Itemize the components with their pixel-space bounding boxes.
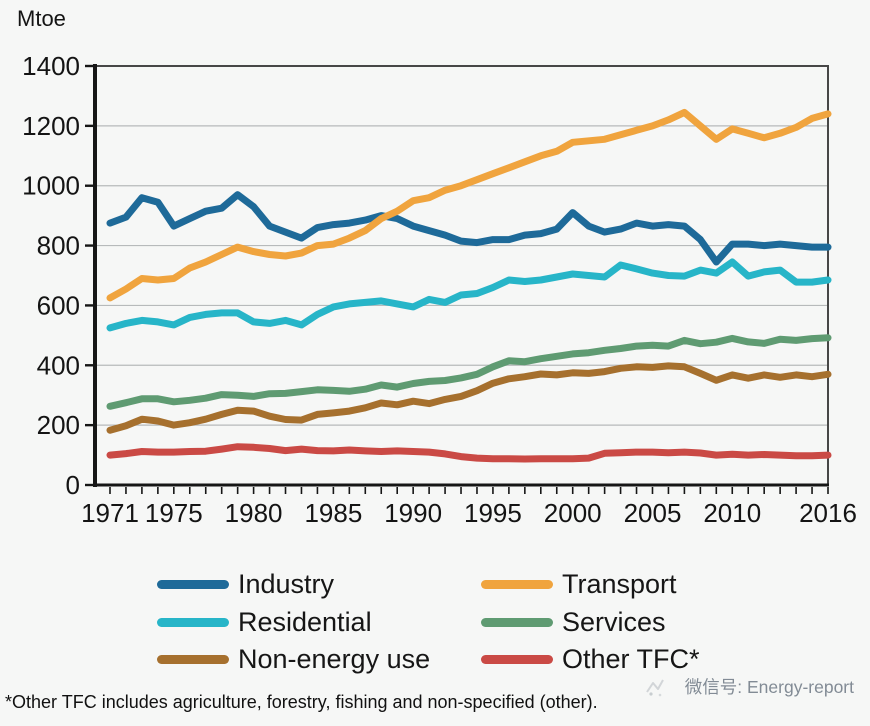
legend-swatch-transport	[481, 580, 553, 590]
legend-label-other-tfc: Other TFC*	[562, 644, 700, 675]
legend: Industry Transport Residential Services …	[157, 566, 700, 679]
legend-label-industry: Industry	[238, 569, 335, 600]
x-tick-label-1995: 1995	[464, 498, 522, 528]
x-tick-label-1990: 1990	[384, 498, 442, 528]
legend-swatch-services	[481, 617, 553, 627]
legend-item-transport: Transport	[481, 566, 700, 604]
x-tick-label-1985: 1985	[304, 498, 362, 528]
x-tick-label-2010: 2010	[703, 498, 761, 528]
watermark: 微信号: Energy-report	[645, 674, 854, 699]
y-tick-label-1200: 1200	[22, 111, 80, 141]
y-tick-label-400: 400	[37, 350, 80, 380]
legend-swatch-industry	[157, 580, 229, 590]
legend-label-residential: Residential	[238, 606, 372, 637]
legend-item-industry: Industry	[157, 566, 481, 604]
legend-swatch-other-tfc	[481, 655, 553, 665]
series-line-non-energy-use	[106, 362, 832, 434]
series-line-residential	[106, 258, 832, 332]
y-axis-unit-label: Mtoe	[17, 6, 66, 31]
x-tick-label-1971: 1971	[81, 498, 139, 528]
legend-item-non-energy-use: Non-energy use	[157, 641, 481, 679]
y-tick-label-1000: 1000	[22, 171, 80, 201]
x-tick-label-2005: 2005	[624, 498, 682, 528]
y-tick-label-0: 0	[66, 470, 80, 500]
legend-item-services: Services	[481, 604, 700, 642]
series-line-industry	[106, 191, 832, 266]
watermark-text: 微信号: Energy-report	[684, 677, 854, 697]
series-line-transport	[106, 108, 832, 302]
legend-swatch-non-energy-use	[157, 655, 229, 665]
footnote: *Other TFC includes agriculture, forestr…	[5, 692, 598, 712]
legend-item-residential: Residential	[157, 604, 481, 642]
y-tick-label-1400: 1400	[22, 51, 80, 81]
y-tick-label-800: 800	[37, 231, 80, 261]
legend-label-transport: Transport	[562, 569, 677, 600]
x-tick-label-1980: 1980	[225, 498, 283, 528]
y-tick-label-200: 200	[37, 410, 80, 440]
series-line-services	[106, 334, 832, 410]
series-line-other-tfc-	[106, 443, 832, 463]
x-tick-label-1975: 1975	[145, 498, 203, 528]
y-tick-label-600: 600	[37, 290, 80, 320]
legend-label-non-energy-use: Non-energy use	[238, 644, 431, 675]
x-tick-label-2000: 2000	[544, 498, 602, 528]
x-tick-label-2016: 2016	[799, 498, 857, 528]
chart-canvas: 0 200 400 600 800 1000 1200 1400 1971 1975 1980 198…	[22, 51, 857, 528]
watermark-logo-icon	[645, 679, 664, 696]
legend-label-services: Services	[562, 606, 666, 637]
legend-swatch-residential	[157, 617, 229, 627]
legend-item-other-tfc: Other TFC*	[481, 641, 700, 679]
